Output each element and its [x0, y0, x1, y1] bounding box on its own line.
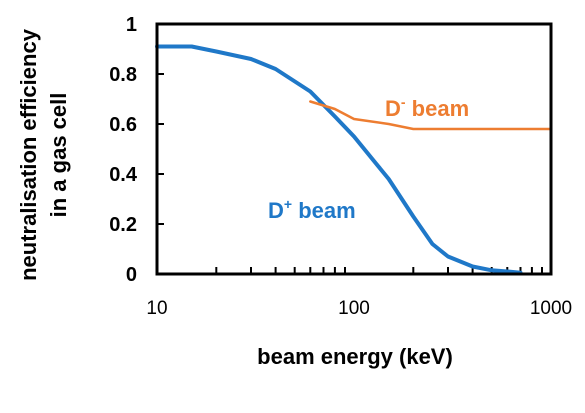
x-axis-ticks: 10 100 1000: [146, 267, 572, 319]
y-tick-label-1: 0.2: [109, 214, 137, 236]
x-tick-label-0: 10: [146, 298, 167, 319]
x-axis-title: beam energy (keV): [257, 344, 453, 369]
series-label-d-plus-base: D: [268, 198, 284, 223]
series-label-d-plus: D+ beam: [268, 196, 356, 223]
series-label-d-minus-suffix: beam: [406, 96, 470, 121]
series-line-1: [309, 100, 553, 131]
y-tick-label-4: 0.8: [109, 64, 137, 86]
series-label-d-plus-sup: +: [284, 196, 292, 212]
series-label-d-minus: D- beam: [385, 94, 469, 121]
y-tick-label-5: 1: [126, 14, 137, 36]
y-tick-label-0: 0: [126, 264, 137, 286]
series-label-d-minus-base: D: [385, 96, 401, 121]
y-axis-title-line1: neutralisation efficiency: [16, 28, 41, 281]
x-tick-label-1: 100: [338, 298, 370, 319]
series-layer: [155, 44, 553, 275]
y-tick-label-2: 0.4: [109, 164, 138, 186]
plot-frame: [155, 22, 553, 276]
y-tick-label-3: 0.6: [109, 114, 137, 136]
series-label-d-plus-suffix: beam: [292, 198, 356, 223]
x-tick-label-2: 1000: [530, 298, 572, 319]
series-label-d-minus-sup: -: [401, 94, 406, 110]
series-line-0: [155, 44, 523, 275]
y-axis-title-line2: in a gas cell: [46, 93, 71, 218]
